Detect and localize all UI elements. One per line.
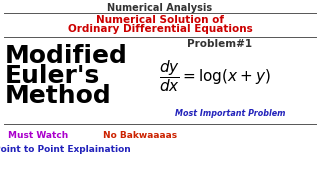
- Text: Ordinary Differential Equations: Ordinary Differential Equations: [68, 24, 252, 34]
- Text: Must Watch: Must Watch: [8, 132, 68, 141]
- Text: Problem#1: Problem#1: [188, 39, 252, 49]
- Text: Method: Method: [5, 84, 112, 108]
- Text: No Bakwaaaas: No Bakwaaaas: [103, 132, 177, 141]
- Text: Euler's: Euler's: [5, 64, 100, 88]
- Text: Numerical Analysis: Numerical Analysis: [108, 3, 212, 13]
- Text: Most Important Problem: Most Important Problem: [175, 109, 285, 118]
- Text: Modified: Modified: [5, 44, 128, 68]
- Text: $\dfrac{dy}{dx} = \log(x + y)$: $\dfrac{dy}{dx} = \log(x + y)$: [159, 58, 271, 94]
- Text: Numerical Solution of: Numerical Solution of: [96, 15, 224, 25]
- Text: Point to Point Explaination: Point to Point Explaination: [0, 145, 130, 154]
